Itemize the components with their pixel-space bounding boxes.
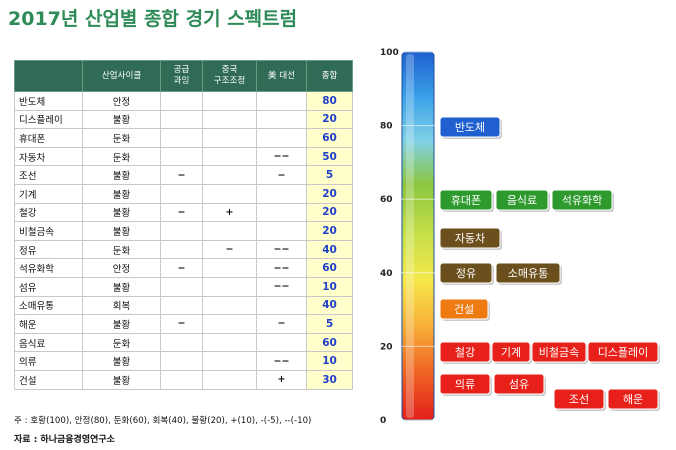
table-row: 철강 불황 − +20 bbox=[14, 202, 353, 223]
score-value: 20 bbox=[306, 202, 353, 223]
spectrum-label-box bbox=[495, 262, 561, 284]
page-title: 2017년 산업별 종합 경기 스펙트럼 bbox=[8, 8, 298, 30]
spectrum-label: 석유화학 bbox=[562, 194, 602, 207]
axis-tick-label: 0 bbox=[380, 416, 386, 426]
spectrum-label: 휴대폰 bbox=[451, 194, 481, 207]
industry-cycle: 둔화 bbox=[82, 332, 161, 353]
table-row: 기계 불황 20 bbox=[14, 183, 353, 204]
header-score: 종합 bbox=[306, 60, 353, 92]
spectrum-label-box bbox=[439, 298, 489, 320]
spectrum-label-box bbox=[439, 189, 493, 211]
industry-table-wrap: 산업사이클 공급 과잉 중국 구조조정 美 대선 종합 반도체 안정 80 디스플레이 불황… bbox=[14, 60, 353, 390]
spectrum-label: 자동차 bbox=[455, 232, 485, 245]
table-row: 건설 불황 +30 bbox=[14, 369, 353, 390]
table-row: 소매유통 회복 40 bbox=[14, 295, 353, 316]
spectrum-bar-shine bbox=[406, 54, 414, 418]
axis-tick-label: 20 bbox=[380, 342, 393, 352]
score-value: 10 bbox=[306, 351, 353, 371]
industry-table: 산업사이클 공급 과잉 중국 구조조정 美 대선 종합 반도체 안정 80 디스플레이 불황… bbox=[14, 60, 353, 390]
spectrum-label-box bbox=[439, 373, 491, 395]
spectrum-label-box bbox=[531, 341, 587, 363]
score-value: 40 bbox=[306, 295, 353, 316]
supply-mark: − bbox=[160, 314, 203, 334]
spectrum-label: 소매유통 bbox=[508, 267, 548, 280]
table-row: 휴대폰 둔화 60 bbox=[14, 128, 353, 148]
spectrum-label: 해운 bbox=[623, 392, 643, 406]
header-supply: 공급 과잉 bbox=[160, 60, 203, 92]
score-value: 30 bbox=[306, 369, 353, 390]
table-row: 정유 둔화 − −− 40 bbox=[14, 239, 353, 260]
source-note: 자료 : 하나금융경영연구소 bbox=[14, 435, 115, 445]
score-value: 60 bbox=[306, 128, 353, 148]
spectrum-label-box bbox=[439, 116, 501, 138]
spectrum-label: 의류 bbox=[455, 378, 475, 391]
table-row: 석유화학 안정 − −− 60 bbox=[14, 258, 353, 278]
table-row: 반도체 안정 80 bbox=[14, 91, 353, 111]
spectrum-label: 정유 bbox=[456, 267, 476, 280]
score-value: 60 bbox=[306, 258, 353, 278]
industry-name: 건설 bbox=[14, 369, 83, 390]
table-row: 해운 불황 − −5 bbox=[14, 314, 353, 334]
spectrum-label: 철강 bbox=[455, 346, 475, 359]
spectrum-label: 반도체 bbox=[455, 121, 485, 134]
header-us-election: 美 대선 bbox=[256, 60, 307, 92]
us-election-mark: − bbox=[256, 314, 307, 334]
table-row: 의류 불황 −− 10 bbox=[14, 351, 353, 371]
footnote: 주 : 호황(100), 안정(80), 둔화(60), 회복(40), 불황(… bbox=[14, 416, 312, 426]
spectrum-label-box bbox=[439, 227, 501, 249]
axis-tick-label: 40 bbox=[380, 269, 393, 279]
spectrum-label: 기계 bbox=[501, 346, 521, 359]
spectrum-label: 건설 bbox=[454, 303, 474, 316]
spectrum-label: 디스플레이 bbox=[598, 346, 649, 359]
spectrum-label-box bbox=[495, 189, 549, 211]
table-row: 섬유 불황 −− 10 bbox=[14, 276, 353, 297]
score-value: 60 bbox=[306, 332, 353, 353]
table-header-row: 산업사이클 공급 과잉 중국 구조조정 美 대선 종합 bbox=[14, 60, 353, 92]
score-value: 20 bbox=[306, 183, 353, 204]
spectrum-label-box bbox=[439, 262, 493, 284]
industry-name: 해운 bbox=[14, 314, 83, 334]
axis-tick-label: 60 bbox=[380, 195, 393, 205]
spectrum-label-box bbox=[439, 341, 491, 363]
spectrum-label: 섬유 bbox=[509, 378, 529, 391]
score-value: 40 bbox=[306, 239, 353, 260]
axis-tick-label: 80 bbox=[380, 122, 393, 132]
score-value: 80 bbox=[306, 91, 353, 111]
score-value: 10 bbox=[306, 276, 353, 297]
axis-tick-label: 100 bbox=[380, 48, 399, 58]
industry-name: 소매유통 bbox=[14, 295, 83, 316]
industry-name: 의류 bbox=[14, 351, 83, 371]
header-china: 중국 구조조정 bbox=[202, 60, 257, 92]
spectrum-label-box bbox=[493, 373, 545, 395]
spectrum-label-box bbox=[553, 388, 605, 410]
spectrum-label-box bbox=[587, 341, 659, 363]
spectrum-label-box bbox=[551, 189, 613, 211]
score-value: 5 bbox=[306, 314, 353, 334]
table-row: 조선 불황 − −5 bbox=[14, 165, 353, 185]
spectrum-label: 조선 bbox=[569, 393, 589, 406]
spectrum-label: 비철금속 bbox=[539, 346, 579, 359]
score-value: 5 bbox=[306, 165, 353, 185]
table-row: 음식료 둔화 60 bbox=[14, 332, 353, 353]
spectrum-label: 음식료 bbox=[507, 194, 537, 207]
spectrum-label-box bbox=[491, 341, 531, 363]
spectrum-label-box bbox=[607, 388, 659, 410]
